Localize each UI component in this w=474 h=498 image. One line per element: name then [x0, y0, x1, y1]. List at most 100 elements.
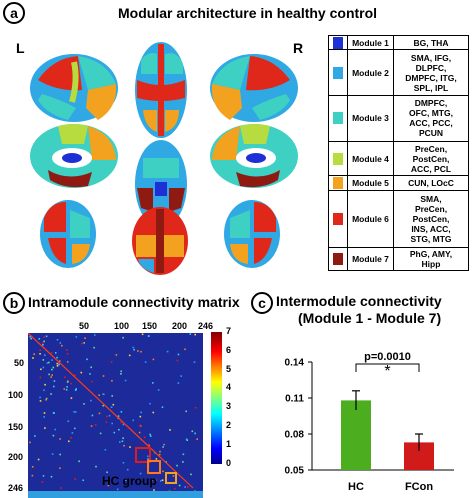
matrix-cell: [32, 357, 34, 359]
matrix-cell: [115, 354, 118, 356]
matrix-left-tick: 150: [8, 422, 24, 432]
brain-top-view: [135, 42, 187, 138]
module-name: Module 4: [347, 140, 394, 177]
matrix-cell: [94, 424, 97, 426]
matrix-cell: [50, 376, 52, 378]
matrix-cell: [169, 429, 171, 431]
matrix-cell: [48, 373, 50, 376]
panel-c-badge: c: [251, 292, 273, 314]
matrix-cell: [139, 472, 142, 475]
matrix-cell: [160, 480, 162, 482]
matrix-cell: [149, 402, 151, 405]
matrix-cell: [177, 353, 180, 356]
matrix-cell: [107, 484, 110, 487]
matrix-cell: [120, 373, 122, 375]
matrix-cell: [54, 352, 57, 354]
matrix-cell: [65, 389, 68, 391]
y-tick-label: 0.14: [285, 358, 305, 369]
matrix-cell: [110, 406, 113, 408]
module-name: Module 5: [347, 175, 394, 191]
panel-b-xlabel: HC group: [102, 474, 157, 488]
brain-left-posterior: [40, 200, 96, 268]
matrix-cell: [45, 397, 48, 400]
matrix-cell: [189, 333, 192, 335]
matrix-cell: [64, 376, 66, 379]
module-color-swatch: [333, 66, 343, 79]
matrix-cell: [56, 356, 58, 359]
module-region-line: PreCen,: [414, 143, 448, 154]
matrix-cell: [44, 383, 46, 386]
matrix-cell: [155, 458, 158, 460]
module-region-line: CUN, LOcC: [408, 178, 454, 189]
matrix-cell: [122, 437, 124, 439]
matrix-cell: [128, 354, 131, 357]
module-region-line: STG, MTG: [410, 233, 452, 244]
matrix-cell: [50, 393, 52, 395]
matrix-left-tick: 246: [8, 483, 24, 493]
matrix-cell: [106, 471, 108, 474]
matrix-module-block: [165, 472, 177, 484]
matrix-cell: [82, 479, 84, 482]
matrix-cell: [42, 343, 44, 346]
module-region-line: SPL, IPL: [413, 82, 449, 93]
module-region-line: DMPFC, ITG,: [405, 72, 457, 83]
matrix-cell: [190, 473, 192, 476]
panel-c-title-line2: (Module 1 - Module 7): [298, 310, 442, 326]
matrix-left-tick: 200: [8, 452, 24, 462]
matrix-cell: [61, 344, 63, 347]
matrix-cell: [41, 481, 44, 483]
matrix-cell: [42, 475, 45, 477]
matrix-cell: [63, 388, 66, 390]
matrix-cell: [147, 335, 150, 337]
matrix-cell: [50, 352, 53, 354]
matrix-cell: [162, 446, 164, 448]
legend-row: Module 5 CUN, LOcC: [328, 175, 469, 191]
matrix-cell: [112, 403, 115, 406]
legend-row: Module 1 BG, THA: [328, 34, 469, 51]
matrix-cell: [121, 440, 124, 443]
matrix-cell: [133, 348, 135, 351]
matrix-cell: [187, 486, 189, 488]
matrix-cell: [84, 337, 86, 339]
matrix-cell: [119, 441, 121, 443]
matrix-cell: [93, 346, 95, 349]
matrix-cell: [185, 410, 187, 413]
matrix-cell: [154, 479, 157, 481]
matrix-cell: [52, 434, 55, 437]
matrix-cell: [70, 397, 73, 399]
matrix-cell: [31, 466, 34, 468]
matrix-cell: [70, 382, 72, 385]
matrix-cell: [172, 475, 175, 477]
matrix-cell: [29, 335, 31, 338]
matrix-cell: [161, 406, 164, 408]
matrix-top-tick: 200: [172, 321, 188, 331]
matrix-module-block: [147, 460, 161, 474]
brain-anterior: [132, 207, 188, 275]
matrix-cell: [176, 464, 178, 467]
matrix-cell: [51, 359, 53, 361]
matrix-cell: [176, 359, 179, 362]
brain-right-medial: [210, 124, 298, 188]
legend-row: Module 4 PreCen, PostCen, ACC, PCL: [328, 140, 469, 177]
matrix-cell: [39, 353, 41, 355]
colorbar-tick: 2: [226, 420, 232, 430]
matrix-cell: [118, 428, 120, 431]
matrix-cell: [58, 360, 61, 362]
matrix-cell: [117, 415, 120, 417]
matrix-cell: [105, 421, 108, 424]
matrix-cell: [157, 389, 160, 391]
matrix-cell: [60, 487, 62, 489]
matrix-cell: [73, 411, 75, 413]
matrix-cell: [31, 474, 34, 477]
colorbar-tick: 1: [226, 438, 232, 449]
x-category-label: FCon: [405, 481, 433, 493]
matrix-cell: [59, 453, 61, 456]
matrix-cell: [44, 427, 46, 429]
module-region-line: PostCen,: [412, 213, 450, 224]
matrix-cell: [148, 444, 150, 446]
matrix-cell: [38, 338, 41, 340]
matrix-cell: [83, 403, 85, 405]
matrix-module-block: [135, 447, 151, 463]
module-regions: CUN, LOcC: [393, 175, 469, 191]
module-region-line: Hipp: [421, 258, 441, 269]
